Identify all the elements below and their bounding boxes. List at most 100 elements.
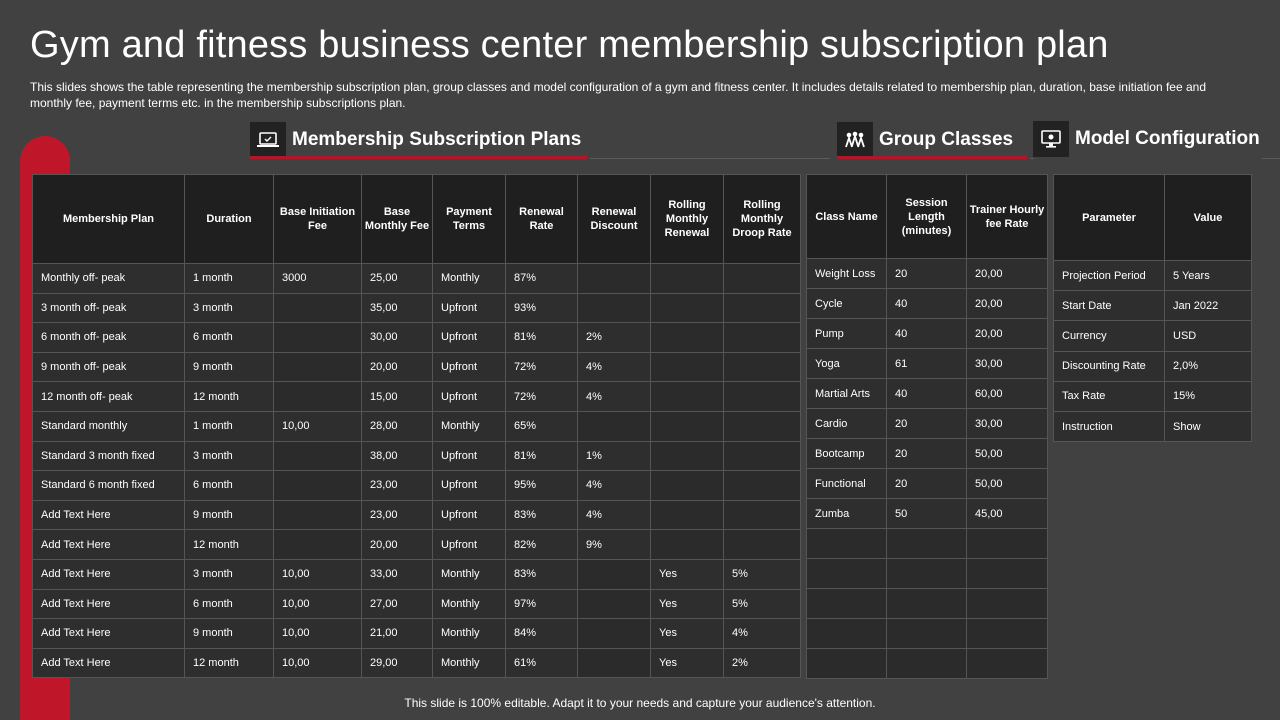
- table-row: 9 month off- peak 9 month 20,00 Upfront 72% 4…: [32, 351, 801, 383]
- membership-column-header: Base Initiation Fee: [273, 174, 362, 264]
- table-cell: 72%: [505, 351, 578, 383]
- table-cell: Bootcamp: [806, 438, 887, 469]
- table-cell: 27,00: [361, 588, 433, 620]
- laptop-icon: [250, 122, 286, 158]
- table-cell: [650, 381, 724, 412]
- table-cell: 20,00: [361, 351, 433, 383]
- table-cell: 2%: [723, 647, 801, 679]
- table-row: Projection Period 5 Years: [1053, 259, 1252, 292]
- table-cell: 9 month off- peak: [32, 351, 185, 383]
- table-cell: Monthly: [432, 618, 506, 649]
- table-cell: 83%: [505, 558, 578, 590]
- table-cell: [966, 618, 1048, 649]
- membership-section-header: Membership Subscription Plans: [250, 122, 581, 158]
- group-header-row: Class Name Session Length (minutes) Traine…: [806, 174, 1048, 259]
- table-cell: 1 month: [184, 263, 274, 294]
- page-title: Gym and fitness business center membersh…: [30, 24, 1109, 66]
- table-cell: 50,00: [966, 438, 1048, 469]
- table-cell: [273, 470, 362, 501]
- table-cell: Monthly off- peak: [32, 263, 185, 294]
- table-cell: 10,00: [273, 558, 362, 590]
- table-row: Bootcamp 20 50,00: [806, 438, 1048, 469]
- table-cell: Pump: [806, 318, 887, 349]
- table-cell: Start Date: [1053, 290, 1165, 322]
- table-cell: [806, 588, 887, 619]
- table-cell: 4%: [577, 499, 651, 531]
- divider-line: [590, 158, 830, 159]
- model-section-title: Model Configuration: [1075, 128, 1260, 149]
- table-cell: 1%: [577, 440, 651, 472]
- table-cell: [650, 529, 724, 560]
- page-description: This slides shows the table representing…: [30, 80, 1206, 110]
- table-cell: [806, 618, 887, 649]
- table-cell: 6 month: [184, 322, 274, 353]
- table-cell: [806, 558, 887, 589]
- table-cell: [886, 558, 967, 589]
- table-cell: [886, 528, 967, 559]
- table-cell: 4%: [577, 470, 651, 501]
- table-cell: 12 month: [184, 381, 274, 412]
- table-cell: [886, 588, 967, 619]
- table-cell: 20,00: [966, 258, 1048, 289]
- table-row: Weight Loss 20 20,00: [806, 258, 1048, 289]
- table-row: [806, 618, 1048, 649]
- table-row: Cardio 20 30,00: [806, 408, 1048, 439]
- table-cell: 30,00: [966, 408, 1048, 439]
- table-cell: 72%: [505, 381, 578, 412]
- table-row: Add Text Here 3 month 10,00 33,00 Monthly 83%…: [32, 558, 801, 590]
- table-cell: Upfront: [432, 499, 506, 531]
- table-row: [806, 588, 1048, 619]
- table-cell: 10,00: [273, 410, 362, 442]
- table-cell: [723, 351, 801, 383]
- table-cell: 5 Years: [1164, 259, 1252, 292]
- table-cell: 40: [886, 378, 967, 409]
- table-cell: 3 month: [184, 292, 274, 324]
- table-cell: [577, 292, 651, 324]
- table-cell: 29,00: [361, 647, 433, 679]
- table-cell: 82%: [505, 529, 578, 560]
- table-cell: [966, 528, 1048, 559]
- table-cell: 6 month: [184, 588, 274, 620]
- table-cell: 33,00: [361, 558, 433, 590]
- table-cell: 97%: [505, 588, 578, 620]
- footer-note: This slide is 100% editable. Adapt it to…: [404, 696, 876, 710]
- table-row: Functional 20 50,00: [806, 468, 1048, 499]
- divider-line: [1262, 158, 1280, 159]
- table-cell: Yes: [650, 588, 724, 620]
- membership-column-header: Base Monthly Fee: [361, 174, 433, 264]
- table-cell: 40: [886, 318, 967, 349]
- table-cell: Discounting Rate: [1053, 350, 1165, 382]
- table-cell: [723, 440, 801, 472]
- table-cell: [723, 292, 801, 324]
- table-cell: 12 month off- peak: [32, 381, 185, 412]
- model-section-header: Model Configuration: [1033, 121, 1260, 157]
- table-cell: [966, 648, 1048, 679]
- table-cell: [577, 647, 651, 679]
- table-cell: [650, 440, 724, 472]
- membership-column-header: Rolling Monthly Renewal: [650, 174, 724, 264]
- table-cell: Tax Rate: [1053, 380, 1165, 412]
- table-cell: 20: [886, 468, 967, 499]
- table-cell: Upfront: [432, 322, 506, 353]
- table-cell: Monthly: [432, 647, 506, 679]
- table-cell: Standard monthly: [32, 410, 185, 442]
- table-cell: 20,00: [361, 529, 433, 560]
- table-cell: [886, 648, 967, 679]
- table-cell: [650, 322, 724, 353]
- table-cell: [577, 618, 651, 649]
- table-cell: Jan 2022: [1164, 290, 1252, 322]
- membership-table: Membership Plan Duration Base Initiation F…: [32, 174, 801, 679]
- group-column-header: Session Length (minutes): [886, 174, 967, 259]
- table-cell: 10,00: [273, 618, 362, 649]
- table-cell: Martial Arts: [806, 378, 887, 409]
- membership-header-row: Membership Plan Duration Base Initiation F…: [32, 174, 801, 264]
- table-row: Yoga 61 30,00: [806, 348, 1048, 379]
- table-cell: 87%: [505, 263, 578, 294]
- table-row: 12 month off- peak 12 month 15,00 Upfront 72…: [32, 381, 801, 412]
- table-cell: 20,00: [966, 318, 1048, 349]
- table-cell: Upfront: [432, 440, 506, 472]
- table-cell: 84%: [505, 618, 578, 649]
- table-cell: Monthly: [432, 410, 506, 442]
- group-section-title: Group Classes: [879, 129, 1014, 150]
- table-cell: 4%: [723, 618, 801, 649]
